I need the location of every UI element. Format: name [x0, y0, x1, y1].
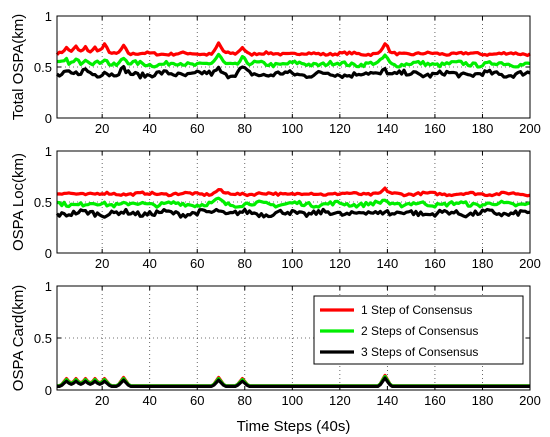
- x-tick-label: 40: [142, 393, 156, 408]
- axes-frame: [56, 150, 531, 254]
- x-tick-label: 60: [190, 393, 204, 408]
- x-tick-label: 120: [329, 256, 351, 271]
- x-tick-label: 180: [472, 256, 494, 271]
- x-tick-label: 160: [424, 393, 446, 408]
- x-tick-label: 140: [377, 393, 399, 408]
- series-line-3: [57, 376, 530, 388]
- x-tick-label: 180: [472, 121, 494, 136]
- y-tick-label: 1: [45, 9, 52, 24]
- x-tick-label: 140: [377, 256, 399, 271]
- y-axis-label: OSPA Loc(km): [10, 153, 27, 251]
- y-axis-label: OSPA Card(km): [10, 285, 27, 391]
- x-tick-label: 20: [95, 121, 109, 136]
- y-tick-label: 1: [45, 279, 52, 294]
- y-tick-label: 0.5: [34, 60, 52, 75]
- y-tick-label: 0.5: [34, 331, 52, 346]
- x-tick-label: 100: [281, 393, 303, 408]
- y-axis-label: Total OSPA(km): [10, 14, 27, 120]
- x-tick-label: 140: [377, 121, 399, 136]
- series-line-3: [55, 64, 531, 80]
- x-tick-label: 100: [281, 121, 303, 136]
- panel-3: 20 40 60 80 100 120 140 160 180 200 0 0.5 1 OSPA Card…: [10, 279, 541, 435]
- y-tick-label: 0: [45, 383, 52, 398]
- x-tick-label: 20: [95, 256, 109, 271]
- legend-label: 2 Steps of Consensus: [361, 324, 478, 338]
- x-tick-label: 60: [190, 256, 204, 271]
- x-tick-label: 80: [238, 393, 252, 408]
- legend-label: 3 Steps of Consensus: [361, 345, 478, 359]
- x-tick-label: 40: [142, 121, 156, 136]
- x-tick-label: 100: [281, 256, 303, 271]
- series-line-2: [57, 52, 531, 69]
- series-line-1: [56, 186, 531, 198]
- x-tick-label: 40: [142, 256, 156, 271]
- x-tick-label: 200: [519, 393, 541, 408]
- x-tick-label: 20: [95, 393, 109, 408]
- y-tick-label: 1: [45, 144, 52, 159]
- series-line-1: [55, 41, 531, 58]
- x-tick-label: 60: [190, 121, 204, 136]
- x-tick-label: 80: [238, 121, 252, 136]
- y-tick-label: 0.5: [34, 195, 52, 210]
- legend: 1 Step of Consensus 2 Steps of Consensus 3…: [313, 295, 524, 365]
- legend-label: 1 Step of Consensus: [361, 303, 472, 317]
- y-tick-label: 0: [45, 111, 52, 126]
- panel-1: 20 40 60 80 100 120 140 160 180 200 0 0.5 1 Total OSP…: [10, 9, 541, 136]
- x-tick-label: 200: [519, 256, 541, 271]
- series-line-3: [55, 207, 531, 219]
- axes-frame: [56, 15, 531, 119]
- series-line-2: [56, 196, 531, 209]
- x-tick-label: 120: [329, 393, 351, 408]
- x-tick-label: 80: [238, 256, 252, 271]
- axes-frame: [56, 285, 531, 391]
- x-tick-label: 120: [329, 121, 351, 136]
- panel-2: 20 40 60 80 100 120 140 160 180 200 0 0.5 1 OSPA Loc(…: [10, 144, 541, 271]
- x-tick-label: 180: [472, 393, 494, 408]
- x-tick-label: 160: [424, 121, 446, 136]
- y-tick-label: 0: [45, 246, 52, 261]
- x-tick-label: 200: [519, 121, 541, 136]
- x-axis-label: Time Steps (40s): [237, 418, 351, 435]
- x-tick-label: 160: [424, 256, 446, 271]
